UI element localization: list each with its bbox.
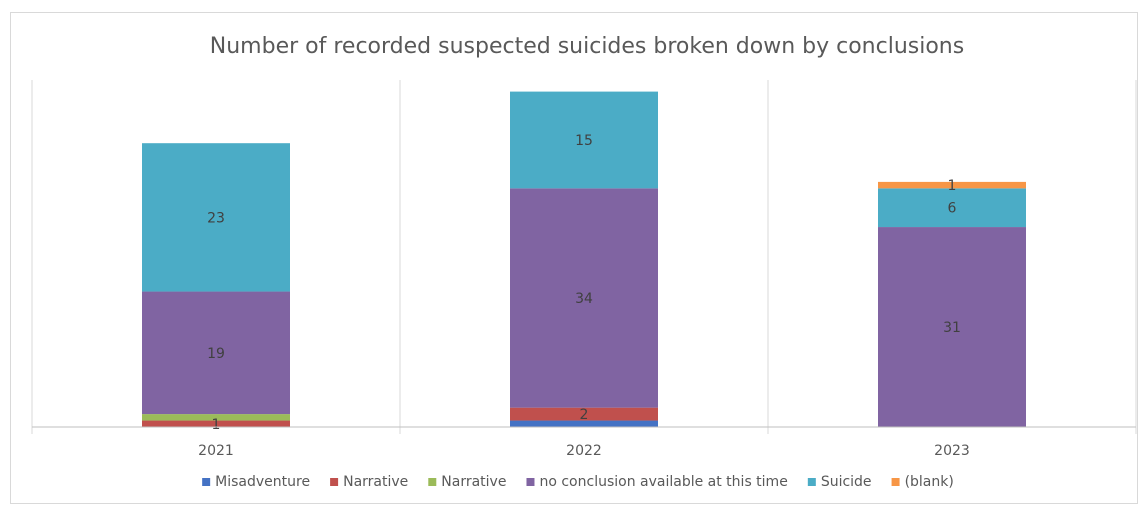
data-label: 19 — [207, 346, 225, 362]
data-label: 1 — [212, 417, 221, 433]
data-label: 15 — [575, 133, 593, 149]
legend-item: Narrative — [428, 474, 506, 490]
bar-segment — [142, 420, 290, 427]
chart-title: Number of recorded suspected suicides br… — [210, 34, 964, 59]
category-separators — [31, 80, 1137, 434]
legend-swatch — [428, 478, 437, 486]
legend-label: Misadventure — [215, 474, 310, 490]
legend-label: (blank) — [905, 474, 954, 490]
bar-segment — [142, 291, 290, 415]
data-labels: 1 19 23 2 34 15 31 6 1 — [207, 133, 961, 433]
legend-item: (blank) — [891, 474, 954, 490]
bar-segment — [142, 414, 290, 421]
legend-item: Suicide — [807, 474, 872, 490]
legend-swatch — [807, 478, 816, 486]
legend-item: Narrative — [330, 474, 408, 490]
bar-segment — [878, 188, 1026, 228]
bars — [142, 91, 1026, 427]
x-tick-label: 2023 — [934, 443, 970, 459]
data-label: 1 — [948, 178, 957, 194]
bar-segment — [510, 91, 658, 189]
data-label: 31 — [943, 320, 961, 336]
data-label: 6 — [948, 201, 957, 217]
legend: Misadventure Narrative Narrative no conclus… — [202, 474, 954, 490]
legend-swatch — [526, 478, 535, 486]
bar-segment — [510, 420, 658, 427]
bar-segment — [878, 227, 1026, 427]
x-axis-tick-labels: 2021 2022 2023 — [198, 443, 970, 459]
x-tick-label: 2021 — [198, 443, 234, 459]
legend-label: no conclusion available at this time — [539, 474, 787, 490]
bar-segment — [510, 407, 658, 421]
legend-swatch — [330, 478, 339, 486]
bar-segment — [878, 181, 1026, 189]
data-label: 2 — [580, 407, 589, 423]
bar-segment — [142, 143, 290, 292]
legend-swatch — [891, 478, 900, 486]
legend-swatch — [202, 478, 211, 486]
data-label: 23 — [207, 210, 225, 226]
legend-item: Misadventure — [202, 474, 310, 490]
data-label: 34 — [575, 291, 593, 307]
legend-label: Suicide — [821, 474, 872, 490]
legend-label: Narrative — [441, 474, 506, 490]
x-tick-label: 2022 — [566, 443, 602, 459]
legend-label: Narrative — [343, 474, 408, 490]
bar-segment — [510, 188, 658, 408]
legend-item: no conclusion available at this time — [526, 474, 788, 490]
